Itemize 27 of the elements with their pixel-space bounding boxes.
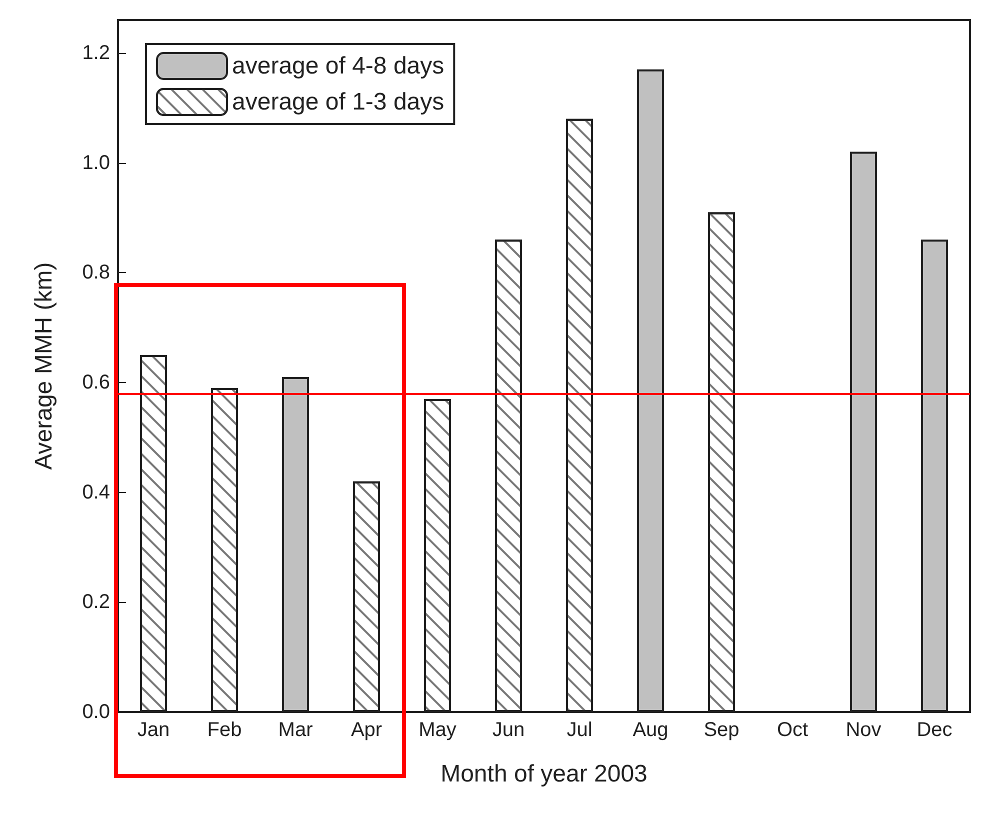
y-tick-label: 0.8 [82,262,110,284]
legend-label: average of 1-3 days [232,88,444,116]
x-tick-label: Jun [492,719,525,741]
legend-label: average of 4-8 days [232,52,444,80]
y-tick-label: 0.4 [82,481,110,504]
x-tick-label: Nov [846,719,882,741]
bar [850,152,877,712]
x-tick-label: Jul [566,719,592,741]
bar [637,69,664,712]
y-tick-label: 0.0 [82,701,110,723]
x-tick-label: Apr [350,719,382,741]
x-tick-label: Aug [632,719,668,741]
x-tick-label: Feb [207,719,242,741]
x-tick-label: May [418,719,456,741]
y-tick-label: 0.2 [82,591,110,614]
x-tick-label: Jan [137,719,170,741]
y-tick-label: 1.0 [82,152,110,174]
y-tick-label: 1.2 [82,42,110,64]
y-axis-title: Average MMH (km) [30,262,58,470]
x-axis-title: Month of year 2003 [440,760,648,788]
x-tick-label: Sep [704,719,740,741]
x-tick-label: Oct [776,719,808,741]
x-tick-label: Dec [916,719,952,741]
x-tick-label: Mar [278,719,314,741]
bar [921,240,948,712]
bar [282,376,309,712]
y-tick-label: 0.6 [82,371,110,394]
